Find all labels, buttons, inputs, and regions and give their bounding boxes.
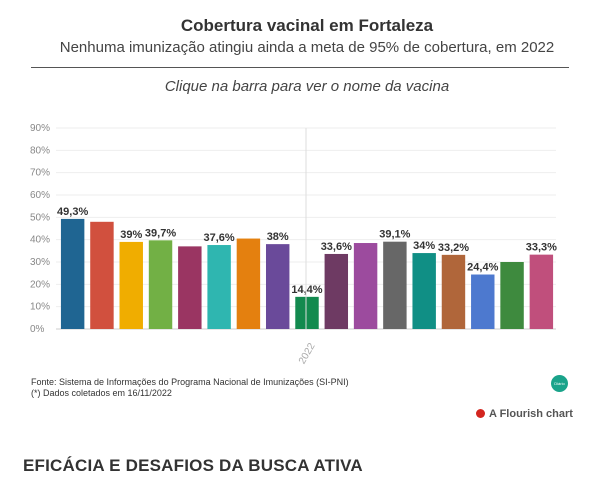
bar-value-label: 39,1% xyxy=(379,229,410,241)
bar-value-label: 33,2% xyxy=(438,242,469,254)
chart-title: Cobertura vacinal em Fortaleza xyxy=(180,16,434,35)
source-text: Fonte: Sistema de Informações do Program… xyxy=(31,377,349,387)
bar-chart: 0%10%20%30%40%50%60%70%80%90% 49,3%39% 39… xyxy=(30,123,557,365)
bar[interactable] xyxy=(295,296,319,329)
y-tick-label: 70% xyxy=(30,168,50,179)
bar-value-label: 39% xyxy=(120,229,142,241)
value-labels: 49,3%39% 39,7% 37,6% 38%14,4%33,6%39,1%34% 3… xyxy=(57,206,557,296)
bar-value-label: 37,6% xyxy=(204,232,235,244)
y-tick-label: 30% xyxy=(30,257,50,268)
bar[interactable] xyxy=(471,274,495,329)
flourish-credit-link[interactable]: A Flourish chart xyxy=(476,408,573,420)
bar-value-label: 38% xyxy=(267,231,289,243)
bar[interactable] xyxy=(119,241,143,329)
bar-value-label: 39,7% xyxy=(145,227,176,239)
article-section-title: EFICÁCIA E DESAFIOS DA BUSCA ATIVA xyxy=(23,456,363,475)
bar[interactable] xyxy=(441,254,466,329)
y-tick-label: 60% xyxy=(30,190,50,201)
bar-value-label: 33,3% xyxy=(526,242,557,254)
y-tick-label: 50% xyxy=(30,212,50,223)
y-tick-label: 80% xyxy=(30,145,50,156)
header-divider xyxy=(31,67,569,68)
bar-value-label: 14,4% xyxy=(291,284,322,296)
bar[interactable] xyxy=(236,238,261,329)
bar[interactable] xyxy=(383,241,407,329)
flourish-credit-label: A Flourish chart xyxy=(489,408,573,420)
bar[interactable] xyxy=(90,221,114,329)
chart-instruction: Clique na barra para ver o nome da vacin… xyxy=(164,78,450,95)
bar[interactable] xyxy=(529,254,554,329)
bar-value-label: 49,3% xyxy=(57,206,88,218)
bar[interactable] xyxy=(178,246,202,329)
flourish-logo-icon xyxy=(476,409,485,418)
y-axis: 0% 10% 20% 30% 40% 50% 60% 70% 80% 90% xyxy=(30,123,50,335)
bar[interactable] xyxy=(500,262,524,329)
bar-value-label: 34% xyxy=(413,240,435,252)
y-tick-label: 90% xyxy=(30,123,50,134)
bar[interactable] xyxy=(60,218,85,329)
y-tick-label: 10% xyxy=(30,302,50,313)
x-category-label: 2022 xyxy=(297,341,318,365)
publisher-badge[interactable]: Diário xyxy=(551,375,568,392)
bar[interactable] xyxy=(148,240,173,329)
y-tick-label: 40% xyxy=(30,235,50,246)
chart-bars[interactable] xyxy=(60,218,554,329)
bar[interactable] xyxy=(412,253,436,329)
bar-value-label: 33,6% xyxy=(321,241,352,253)
chart-source: Fonte: Sistema de Informações do Program… xyxy=(31,377,349,399)
source-note: (*) Dados coletados em 16/11/2022 xyxy=(31,388,172,398)
bar[interactable] xyxy=(353,243,378,329)
bar[interactable] xyxy=(324,253,349,329)
y-tick-label: 20% xyxy=(30,279,50,290)
bar[interactable] xyxy=(265,244,290,329)
bar-value-label: 24,4% xyxy=(467,262,498,274)
y-tick-label: 0% xyxy=(30,324,45,335)
chart-subtitle: Nenhuma imunização atingiu ainda a meta … xyxy=(59,39,555,56)
bar[interactable] xyxy=(207,245,231,329)
